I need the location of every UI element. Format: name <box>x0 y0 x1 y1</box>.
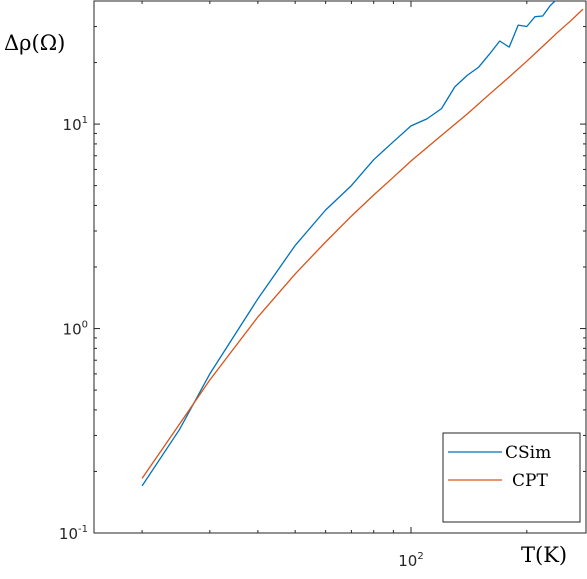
y-axis-label: Δρ(Ω) <box>4 31 65 55</box>
series-line-cpt <box>141 8 584 479</box>
x-axis-label: T(K) <box>521 543 567 567</box>
y-tick-label: 10-1 <box>59 524 88 543</box>
legend: CSim CPT <box>442 432 581 523</box>
legend-label-csim: CSim <box>505 443 551 463</box>
y-tick-label: 101 <box>63 115 88 134</box>
series-line-csim <box>141 1 556 487</box>
x-tick-label: 102 <box>398 551 423 570</box>
legend-box <box>442 432 581 523</box>
y-tick-label: 100 <box>63 320 88 339</box>
legend-label-cpt: CPT <box>512 471 548 491</box>
